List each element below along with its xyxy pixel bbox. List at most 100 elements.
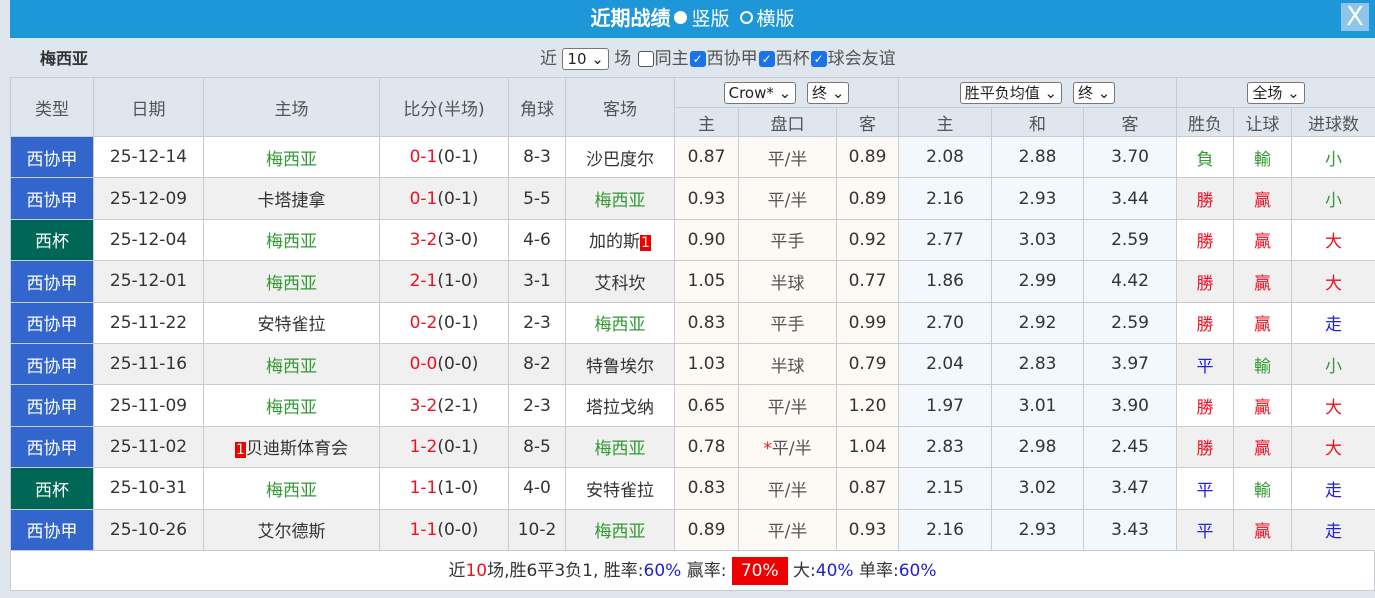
away-team[interactable]: 梅西亚 [565, 177, 675, 220]
friendly-checkbox[interactable]: ✓ [810, 51, 827, 67]
win-odds: 1.97 [898, 384, 993, 427]
score[interactable]: 0-2(0-1) [379, 301, 509, 344]
title: 近期战绩 [590, 6, 671, 30]
away-team[interactable]: 梅西亚 [565, 425, 675, 469]
count-select[interactable]: 10 ⌄ [562, 48, 609, 70]
win-odds: 2.77 [898, 218, 993, 262]
home-odds: 0.87 [674, 135, 739, 179]
score[interactable]: 0-1(0-1) [379, 177, 509, 220]
home-odds: 0.83 [674, 301, 739, 344]
vertical-radio[interactable] [674, 11, 688, 24]
home-team[interactable]: 梅西亚 [203, 218, 380, 262]
away-team[interactable]: 加的斯1 [565, 218, 675, 262]
odds-type-select[interactable]: 胜平负均值 ⌄ [959, 81, 1063, 104]
lose-odds: 4.42 [1083, 260, 1178, 303]
win-odds: 2.70 [898, 301, 993, 344]
away-team[interactable]: 沙巴度尔 [565, 135, 675, 179]
final-select-1[interactable]: 终 ⌄ [807, 81, 850, 104]
goals-result: 小 [1291, 342, 1375, 386]
home-team[interactable]: 1贝迪斯体育会 [203, 425, 380, 469]
match-type[interactable]: 西协甲 [10, 301, 94, 344]
score[interactable]: 0-1(0-1) [379, 135, 509, 179]
match-type[interactable]: 西协甲 [10, 384, 94, 427]
table-row[interactable]: 西协甲 25-11-22 安特雀拉 0-2(0-1) 2-3 梅西亚 0.83 … [10, 301, 1375, 344]
score[interactable]: 3-2(3-0) [379, 218, 509, 262]
table-row[interactable]: 西协甲 25-12-01 梅西亚 2-1(1-0) 3-1 艾科坎 1.05 半… [10, 260, 1375, 303]
home-team[interactable]: 梅西亚 [203, 342, 380, 386]
final-select-2[interactable]: 终 ⌄ [1072, 81, 1116, 104]
win-odds: 2.16 [898, 508, 993, 551]
away-team[interactable]: 安特雀拉 [565, 467, 675, 510]
corners: 8-3 [508, 135, 566, 179]
draw-odds: 2.83 [991, 342, 1085, 386]
match-type[interactable]: 西协甲 [10, 135, 94, 179]
result: 平 [1176, 508, 1235, 551]
home-team[interactable]: 卡塔捷拿 [203, 177, 380, 220]
match-type[interactable]: 西协甲 [10, 260, 94, 303]
table-row[interactable]: 西协甲 25-12-09 卡塔捷拿 0-1(0-1) 5-5 梅西亚 0.93 … [10, 177, 1375, 220]
away-team[interactable]: 梅西亚 [565, 301, 675, 344]
corners: 10-2 [508, 508, 566, 551]
match-type[interactable]: 西协甲 [10, 425, 94, 469]
away-team[interactable]: 艾科坎 [565, 260, 675, 303]
score[interactable]: 1-1(1-0) [379, 467, 509, 510]
cup-checkbox[interactable]: ✓ [758, 51, 775, 67]
match-type[interactable]: 西杯 [10, 467, 94, 510]
goals-result: 走 [1291, 301, 1375, 344]
handicap-line: 平/半 [738, 384, 837, 427]
score[interactable]: 1-2(0-1) [379, 425, 509, 469]
draw-odds: 3.03 [991, 218, 1085, 262]
away-odds: 0.99 [835, 301, 900, 344]
cup-label: 西杯 [775, 49, 810, 69]
header-home: 主场 [203, 77, 380, 137]
league-label: 西协甲 [706, 49, 758, 69]
draw-odds: 2.88 [991, 135, 1085, 179]
match-type[interactable]: 西协甲 [10, 508, 94, 551]
horizontal-label: 横版 [756, 8, 795, 30]
horizontal-radio[interactable] [739, 11, 753, 24]
red-card-badge: 1 [640, 235, 651, 252]
subheader-cell: 客 [835, 107, 900, 137]
home-team[interactable]: 梅西亚 [203, 384, 380, 427]
league-checkbox[interactable]: ✓ [689, 51, 706, 67]
handicap-line: 半球 [738, 260, 837, 303]
table-row[interactable]: 西协甲 25-11-16 梅西亚 0-0(0-0) 8-2 特鲁埃尔 1.03 … [10, 342, 1375, 386]
home-odds: 0.83 [674, 467, 739, 510]
score[interactable]: 3-2(2-1) [379, 384, 509, 427]
company-select[interactable]: Crow* ⌄ [723, 81, 797, 104]
match-type[interactable]: 西协甲 [10, 342, 94, 386]
handicap-line: *平/半 [738, 425, 837, 469]
table-row[interactable]: 西杯 25-12-04 梅西亚 3-2(3-0) 4-6 加的斯1 0.90 平… [10, 218, 1375, 262]
score[interactable]: 0-0(0-0) [379, 342, 509, 386]
match-type[interactable]: 西协甲 [10, 177, 94, 220]
away-team[interactable]: 塔拉戈纳 [565, 384, 675, 427]
home-team[interactable]: 艾尔德斯 [203, 508, 380, 551]
table-row[interactable]: 西协甲 25-11-09 梅西亚 3-2(2-1) 2-3 塔拉戈纳 0.65 … [10, 384, 1375, 427]
home-team[interactable]: 梅西亚 [203, 467, 380, 510]
score[interactable]: 1-1(0-0) [379, 508, 509, 551]
table-row[interactable]: 西协甲 25-12-14 梅西亚 0-1(0-1) 8-3 沙巴度尔 0.87 … [10, 135, 1375, 179]
home-odds: 0.90 [674, 218, 739, 262]
table-row[interactable]: 西协甲 25-10-26 艾尔德斯 1-1(0-0) 10-2 梅西亚 0.89… [10, 508, 1375, 551]
handicap-result: 贏 [1233, 508, 1293, 551]
goals-result: 大 [1291, 425, 1375, 469]
score[interactable]: 2-1(1-0) [379, 260, 509, 303]
table-row[interactable]: 西协甲 25-11-02 1贝迪斯体育会 1-2(0-1) 8-5 梅西亚 0.… [10, 425, 1375, 469]
close-button[interactable]: X [1341, 3, 1369, 31]
away-odds: 0.89 [835, 177, 900, 220]
match-type[interactable]: 西杯 [10, 218, 94, 262]
away-team[interactable]: 特鲁埃尔 [565, 342, 675, 386]
subheader-cell: 客 [1083, 107, 1178, 137]
away-odds: 0.93 [835, 508, 900, 551]
home-team[interactable]: 安特雀拉 [203, 301, 380, 344]
table-row[interactable]: 西杯 25-10-31 梅西亚 1-1(1-0) 4-0 安特雀拉 0.83 平… [10, 467, 1375, 510]
away-team[interactable]: 梅西亚 [565, 508, 675, 551]
handicap-line: 平/半 [738, 508, 837, 551]
same-home-checkbox[interactable] [637, 51, 654, 67]
summary-footer: 近10场,胜6平3负1, 胜率:60% 赢率: 70% 大:40% 单率:60% [10, 550, 1375, 591]
header-away: 客场 [565, 77, 675, 137]
period-select[interactable]: 全场 ⌄ [1247, 81, 1305, 104]
match-date: 25-10-31 [93, 467, 204, 510]
home-team[interactable]: 梅西亚 [203, 260, 380, 303]
home-team[interactable]: 梅西亚 [203, 135, 380, 179]
